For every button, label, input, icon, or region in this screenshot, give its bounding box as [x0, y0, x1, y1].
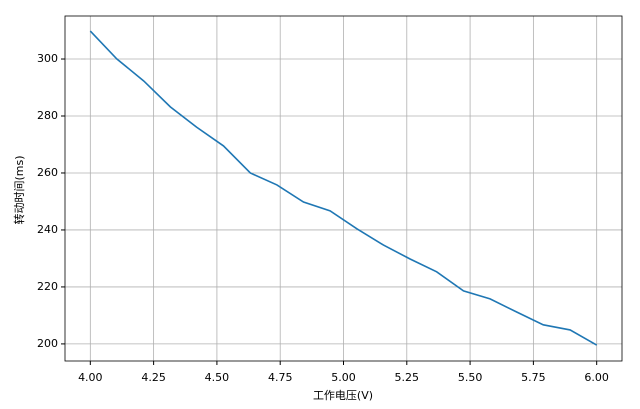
y-tick-label: 280	[37, 109, 58, 122]
y-tick-label: 200	[37, 337, 58, 350]
x-tick-label: 6.00	[584, 371, 609, 384]
data-line	[89, 30, 598, 346]
x-tick-label: 5.75	[521, 371, 546, 384]
y-tick-label: 300	[37, 52, 58, 65]
x-tick-label: 5.50	[458, 371, 483, 384]
x-tick-label: 4.00	[78, 371, 103, 384]
x-tick-label: 5.25	[395, 371, 420, 384]
x-tick-label: 4.75	[268, 371, 293, 384]
plot-frame	[64, 15, 623, 362]
y-tick-label: 260	[37, 166, 58, 179]
y-axis-label: 转动时间(ms)	[12, 155, 26, 224]
y-tick-label: 240	[37, 223, 58, 236]
x-tick-label: 4.25	[141, 371, 166, 384]
x-tick-label: 4.50	[205, 371, 230, 384]
y-tick-label: 220	[37, 280, 58, 293]
x-tick-label: 5.00	[331, 371, 356, 384]
x-axis-label: 工作电压(V)	[313, 389, 373, 402]
